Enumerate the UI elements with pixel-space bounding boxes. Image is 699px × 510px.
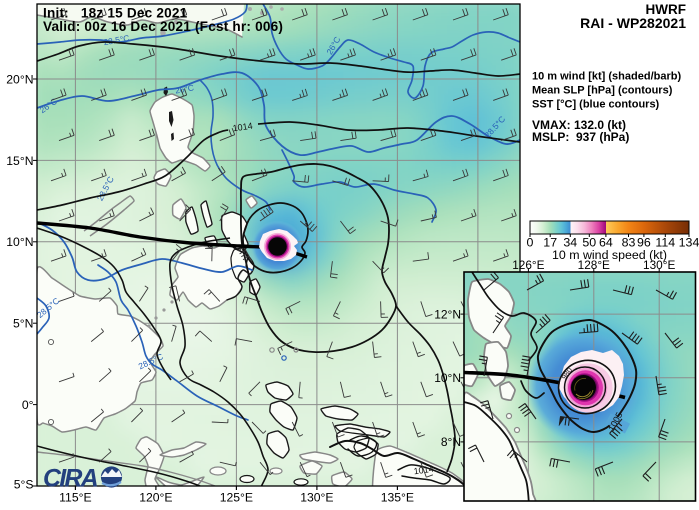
svg-text:130°E: 130°E — [300, 490, 333, 504]
svg-text:83: 83 — [622, 236, 636, 250]
svg-text:MSLP: 937 (hPa): MSLP: 937 (hPa) — [532, 130, 629, 144]
svg-text:10°N: 10°N — [434, 371, 461, 385]
svg-text:135°E: 135°E — [381, 490, 414, 504]
svg-text:10 m wind speed (kt): 10 m wind speed (kt) — [552, 248, 667, 262]
svg-text:10 m wind [kt] (shaded/barb): 10 m wind [kt] (shaded/barb) — [532, 71, 681, 83]
svg-text:20°N: 20°N — [6, 72, 33, 86]
svg-text:VMAX: 132.0 (kt): VMAX: 132.0 (kt) — [532, 118, 626, 132]
svg-text:115°E: 115°E — [59, 490, 91, 504]
svg-text:12°N: 12°N — [434, 307, 461, 321]
svg-text:CIRA: CIRA — [43, 465, 98, 493]
svg-text:Valid: 00z 16 Dec 2021 (Fcst h: Valid: 00z 16 Dec 2021 (Fcst hr: 006) — [43, 19, 283, 34]
svg-text:64: 64 — [599, 236, 613, 250]
svg-text:5°S: 5°S — [14, 478, 34, 492]
svg-text:RAI - WP282021: RAI - WP282021 — [580, 15, 686, 31]
svg-text:125°E: 125°E — [220, 490, 253, 504]
svg-text:114: 114 — [655, 236, 675, 250]
svg-text:17: 17 — [543, 236, 557, 250]
svg-text:126°E: 126°E — [512, 258, 544, 272]
svg-text:1014: 1014 — [232, 121, 253, 134]
svg-text:Init: 18z 15 Dec 2021: Init: 18z 15 Dec 2021 — [43, 6, 188, 21]
svg-text:5°N: 5°N — [13, 317, 33, 331]
svg-text:8°N: 8°N — [441, 435, 461, 449]
svg-text:0: 0 — [527, 236, 534, 250]
svg-text:Mean SLP [hPa] (contours): Mean SLP [hPa] (contours) — [532, 85, 673, 97]
svg-text:120°E: 120°E — [139, 490, 172, 504]
svg-text:50: 50 — [582, 236, 596, 250]
svg-text:0°: 0° — [22, 398, 34, 412]
svg-text:HWRF: HWRF — [646, 2, 687, 17]
svg-text:34: 34 — [563, 236, 577, 250]
svg-text:134: 134 — [679, 236, 699, 250]
svg-text:96: 96 — [637, 236, 651, 250]
svg-text:130°E: 130°E — [643, 258, 675, 272]
svg-text:10°N: 10°N — [6, 235, 33, 249]
svg-text:15°N: 15°N — [6, 154, 33, 168]
svg-text:SST [°C] (blue contours): SST [°C] (blue contours) — [532, 99, 660, 111]
svg-text:128°E: 128°E — [578, 258, 610, 272]
